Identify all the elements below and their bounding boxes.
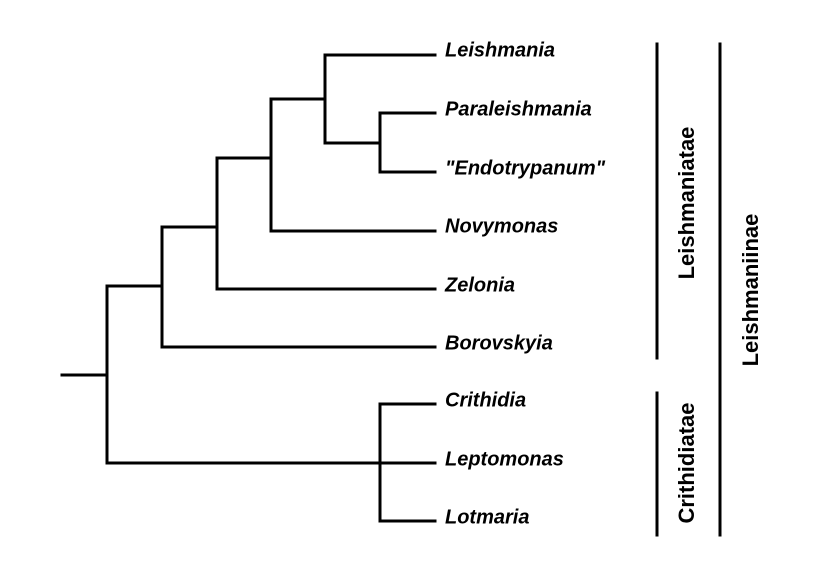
tree-branches (60, 53, 437, 523)
taxon-label: Lotmaria (445, 506, 529, 528)
taxon-label: "Endotrypanum" (445, 157, 606, 179)
taxon-label: Novymonas (445, 215, 558, 237)
clade-bars (655, 42, 722, 537)
taxon-label: Leptomonas (445, 448, 564, 470)
taxon-label: Borovskyia (445, 332, 553, 354)
clade-label: Leishmaniatae (674, 127, 699, 280)
taxon-label: Crithidia (445, 389, 526, 411)
taxon-label: Zelonia (444, 274, 515, 296)
clade-label: Leishmaniinae (738, 214, 763, 367)
taxon-labels: Leishmania Paraleishmania "Endotrypanum"… (444, 39, 606, 528)
taxon-label: Paraleishmania (445, 98, 592, 120)
taxon-label: Leishmania (445, 39, 555, 61)
clade-label: Crithidiatae (674, 402, 699, 523)
